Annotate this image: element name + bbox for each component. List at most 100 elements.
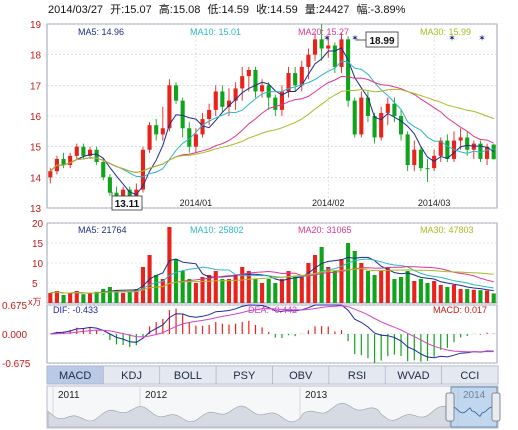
price-y-tick: 13 xyxy=(30,204,42,215)
volume-bar xyxy=(273,283,278,303)
volume-bar xyxy=(432,281,437,303)
candle-body xyxy=(412,149,417,166)
price-x-tick: 2014/02 xyxy=(312,198,345,208)
volume-bar xyxy=(445,287,450,303)
price-y-tick: 16 xyxy=(30,112,42,123)
candle-body xyxy=(359,97,364,135)
candle-body xyxy=(226,100,232,107)
timeline-selection-line xyxy=(451,406,497,418)
volume-bar xyxy=(471,289,476,303)
tab-label[interactable]: BOLL xyxy=(174,370,202,382)
candle-body xyxy=(87,149,93,156)
volume-bar xyxy=(418,279,423,303)
candle-body xyxy=(101,162,106,178)
volume-bar xyxy=(392,279,397,303)
volume-bar xyxy=(352,251,357,303)
timeline-year-label: 2013 xyxy=(305,390,328,401)
candle-body xyxy=(220,91,225,107)
low-marker-label: 13.11 xyxy=(115,199,140,210)
volume-bar xyxy=(319,247,324,303)
candle-body xyxy=(491,144,496,160)
volume-bar xyxy=(61,295,66,303)
volume-bar xyxy=(332,271,337,303)
candle-body xyxy=(352,100,357,135)
quote-change-label: 幅: xyxy=(356,3,370,16)
tab-label[interactable]: RSI xyxy=(348,370,366,382)
tab-label[interactable]: WVAD xyxy=(397,370,429,382)
indicator-tabs: MACD KDJ BOLL PSY OBV RSI WVAD CCI xyxy=(46,365,499,385)
candle-body xyxy=(147,125,152,150)
volume-bar xyxy=(154,275,159,303)
macd-dif-label: DIF: -0.433 xyxy=(53,305,98,315)
candle-body xyxy=(379,112,384,138)
price-y-tick: 15 xyxy=(30,143,42,154)
quote-open: 15.07 xyxy=(124,4,152,16)
volume-bar xyxy=(458,289,463,303)
candle-body xyxy=(392,103,397,116)
candle-body xyxy=(107,177,112,193)
volume-bar xyxy=(465,289,470,303)
tab-label[interactable]: KDJ xyxy=(121,370,142,382)
volume-ma-label: MA5: 21764 xyxy=(78,225,127,235)
volume-bar xyxy=(260,283,265,303)
volume-bar xyxy=(173,259,179,303)
candle-body xyxy=(372,116,377,138)
candle-body xyxy=(193,134,198,147)
tab-label[interactable]: CCI xyxy=(460,370,479,382)
volume-unit: x万 xyxy=(28,297,42,307)
volume-bar xyxy=(167,227,172,303)
ma10-line xyxy=(49,60,494,178)
volume-bar xyxy=(134,289,139,303)
candle-body xyxy=(173,85,179,101)
timeline-right-handle[interactable] xyxy=(491,392,501,422)
volume-bar xyxy=(346,243,351,303)
volume-bar xyxy=(293,277,298,303)
timeline-overview-area xyxy=(47,402,451,428)
candle-body xyxy=(478,143,483,159)
high-marker-label: 18.99 xyxy=(369,36,394,47)
tab-label[interactable]: OBV xyxy=(289,370,313,382)
quote-high: 15.08 xyxy=(173,4,201,16)
ma5-line xyxy=(49,47,494,196)
volume-y-tick: 15 xyxy=(32,239,44,250)
volume-bar xyxy=(425,283,430,303)
candle-body xyxy=(121,189,126,199)
candle-body xyxy=(207,109,212,120)
volume-ma30-line xyxy=(50,268,494,294)
quote-volume-label: 量: xyxy=(305,3,319,16)
volume-bar xyxy=(226,279,232,303)
macd-y-tick: 0.675 xyxy=(2,301,27,312)
tab-label[interactable]: PSY xyxy=(233,370,256,382)
candle-body xyxy=(246,70,251,77)
timeline-year-label: 2012 xyxy=(145,390,168,401)
volume-ma-label: MA10: 25802 xyxy=(190,225,244,235)
volume-bar xyxy=(187,279,192,303)
timeline-left-handle[interactable] xyxy=(445,392,455,422)
volume-bar xyxy=(94,291,99,303)
timeline-year-label: 2011 xyxy=(58,390,80,401)
candle-body xyxy=(432,155,437,169)
candle-body xyxy=(332,45,337,67)
volume-bar xyxy=(326,267,331,303)
volume-bar xyxy=(107,287,112,303)
candle-body xyxy=(438,140,443,156)
volume-bar xyxy=(299,275,304,303)
star-marker: ✶ xyxy=(323,33,331,43)
candle-body xyxy=(293,73,298,86)
candle-body xyxy=(306,54,311,67)
volume-bar xyxy=(286,271,291,303)
candle-body xyxy=(200,119,205,135)
candle-body xyxy=(346,39,351,101)
tab-label[interactable]: MACD xyxy=(59,370,91,382)
timeline-selection-window[interactable] xyxy=(450,386,498,428)
candle-body xyxy=(445,140,450,159)
candle-body xyxy=(485,146,490,159)
quote-low: 14.59 xyxy=(222,4,250,16)
candle-body xyxy=(385,103,390,113)
high-marker: 18.99 xyxy=(356,31,399,48)
volume-bar xyxy=(385,267,390,303)
volume-bar xyxy=(233,275,238,303)
tab-cci[interactable] xyxy=(441,365,499,385)
volume-ma-label: MA30: 47803 xyxy=(420,225,474,235)
volume-bar xyxy=(279,279,284,303)
